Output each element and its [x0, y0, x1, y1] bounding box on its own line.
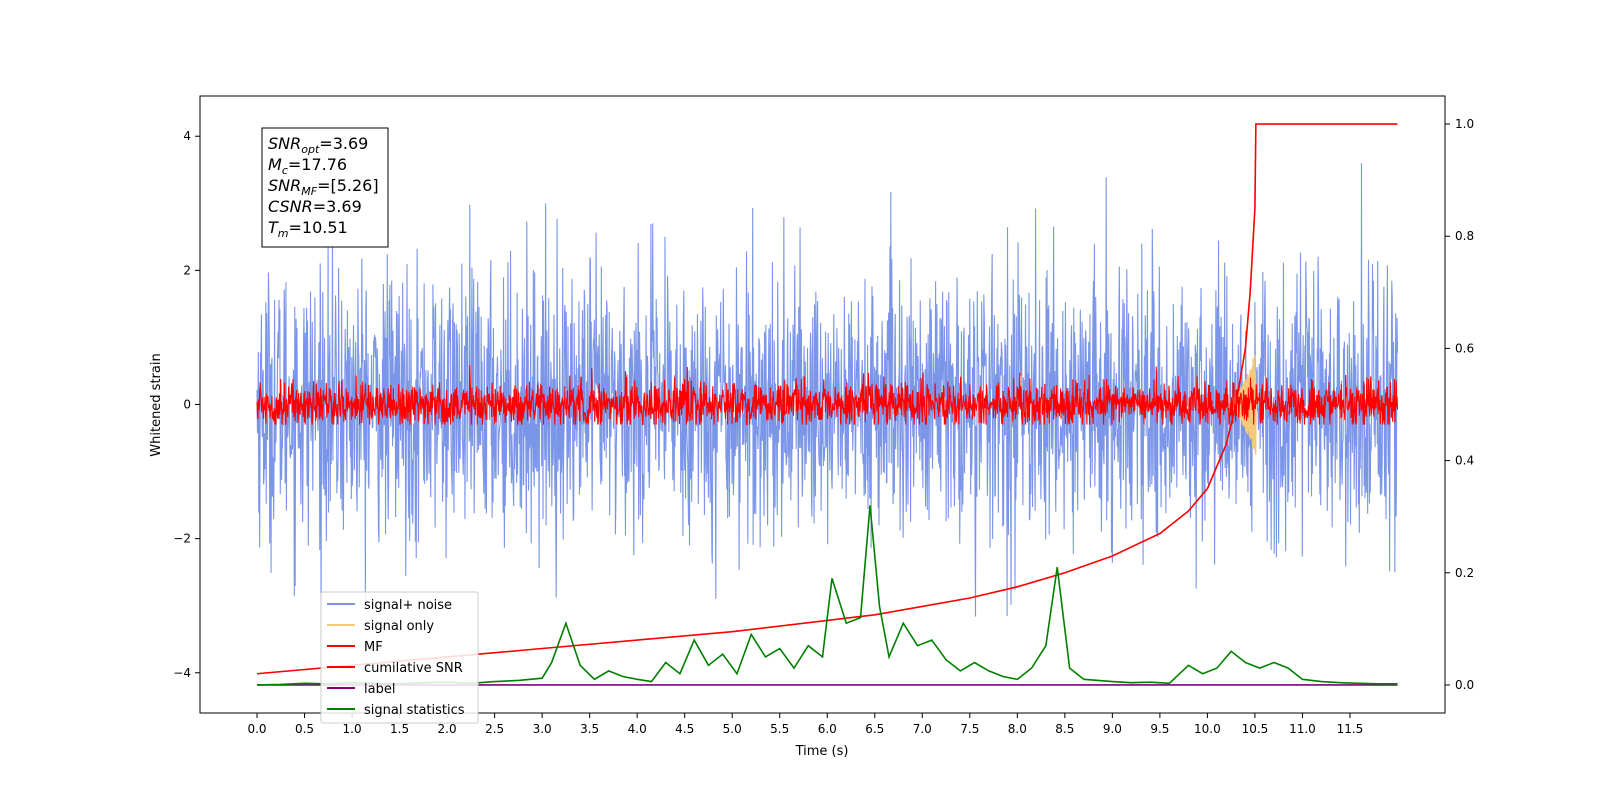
annotation-line: Tm=10.51 — [268, 218, 348, 240]
x-tick-label: 9.5 — [1150, 722, 1169, 736]
x-tick-label: 10.5 — [1242, 722, 1269, 736]
x-tick-label: 1.5 — [390, 722, 409, 736]
x-tick-label: 0.0 — [247, 722, 266, 736]
y-tick-label: −4 — [173, 666, 191, 680]
x-tick-label: 5.0 — [723, 722, 742, 736]
annotation-frame — [261, 127, 389, 248]
legend-entry: signal only — [364, 619, 434, 634]
legend-frame — [320, 591, 479, 724]
annotation-box: SNRopt=3.69Mc=17.76SNRMF=[5.26]CSNR=3.69… — [261, 127, 389, 248]
x-tick-label: 6.0 — [818, 722, 837, 736]
x-tick-label: 7.5 — [960, 722, 979, 736]
x-tick-label: 8.5 — [1055, 722, 1074, 736]
legend-entry: MF — [364, 640, 383, 655]
series-line-5 — [257, 505, 1398, 686]
y-axis-label: Whitened strain — [149, 353, 164, 456]
x-tick-label: 0.5 — [295, 722, 314, 736]
series-line-3 — [256, 123, 1398, 675]
x-tick-label: 3.0 — [533, 722, 552, 736]
y-tick-label: 0 — [183, 398, 191, 412]
x-tick-label: 10.0 — [1194, 722, 1221, 736]
y2-tick-label: 0.4 — [1455, 454, 1474, 468]
annotation-line: SNRMF=[5.26] — [268, 176, 379, 198]
series-line-0 — [256, 163, 1399, 640]
x-tick-label: 3.5 — [580, 722, 599, 736]
y-axis-right: 0.0 0.2 0.4 0.6 0.8 1.0 — [1445, 117, 1474, 692]
y2-tick-label: 0.2 — [1455, 566, 1474, 580]
legend: signal+ noise signal only MF cumilative SNR… — [320, 591, 479, 724]
y2-tick-label: 0.6 — [1455, 341, 1474, 355]
x-tick-label: 2.5 — [485, 722, 504, 736]
annotation-line: Mc=17.76 — [268, 155, 347, 177]
y2-tick-label: 0.8 — [1455, 229, 1474, 243]
x-tick-label: 11.0 — [1289, 722, 1316, 736]
x-axis: 0.0 0.5 1.0 1.5 2.0 2.5 3.0 3.5 4.0 4.5 5.0 5.5 6.0 6… — [247, 713, 1363, 736]
y-axis-left: −4 −2 0 2 4 — [173, 129, 200, 680]
legend-entry: label — [364, 682, 395, 697]
x-tick-label: 9.0 — [1103, 722, 1122, 736]
annotation-line: SNRopt=3.69 — [268, 134, 368, 156]
x-tick-label: 1.0 — [343, 722, 362, 736]
x-tick-label: 11.5 — [1337, 722, 1364, 736]
y-tick-label: 2 — [183, 263, 191, 277]
y-tick-label: −2 — [173, 532, 191, 546]
legend-entry: cumilative SNR — [364, 661, 463, 676]
x-tick-label: 6.5 — [865, 722, 884, 736]
annotation-line: CSNR=3.69 — [268, 197, 362, 216]
x-tick-label: 4.0 — [628, 722, 647, 736]
x-tick-label: 2.0 — [438, 722, 457, 736]
series-line-2 — [256, 365, 1399, 426]
x-tick-label: 8.0 — [1008, 722, 1027, 736]
y2-tick-label: 0.0 — [1455, 678, 1474, 692]
legend-entry: signal statistics — [364, 703, 465, 718]
x-tick-label: 4.5 — [675, 722, 694, 736]
x-tick-label: 5.5 — [770, 722, 789, 736]
y2-tick-label: 1.0 — [1455, 117, 1474, 131]
legend-entry: signal+ noise — [364, 598, 452, 613]
x-tick-label: 7.0 — [913, 722, 932, 736]
x-axis-label: Time (s) — [795, 744, 849, 759]
y-tick-label: 4 — [183, 129, 191, 143]
